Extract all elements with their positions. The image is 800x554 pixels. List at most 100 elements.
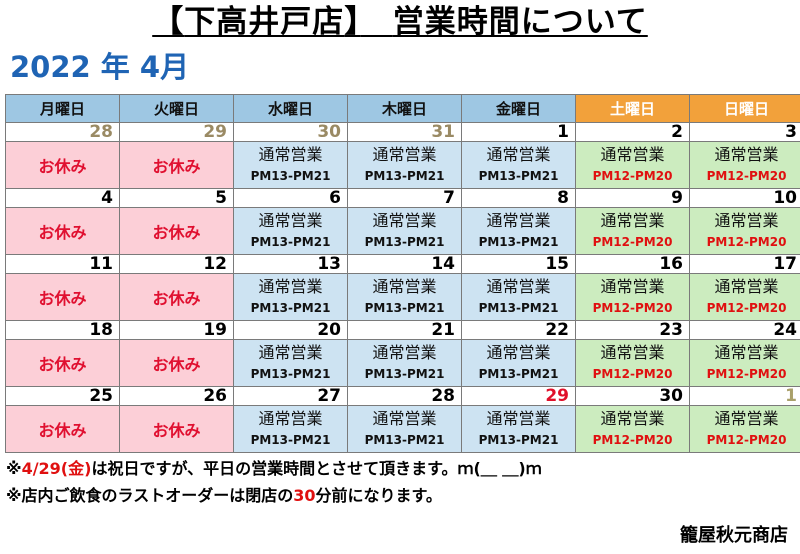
hours-label: PM13-PM21: [478, 433, 559, 447]
hours-label: PM12-PM20: [592, 433, 673, 447]
hours-label: PM12-PM20: [706, 169, 787, 183]
date-number-tuesday: 19: [119, 320, 234, 340]
date-number-wednesday: 30: [233, 122, 348, 142]
closed-cell: お休み: [119, 141, 234, 189]
closed-cell: お休み: [5, 405, 120, 453]
weekend-hours-cell: 通常営業 PM12-PM20: [689, 339, 800, 387]
title-subject: 営業時間について: [392, 4, 648, 40]
weekday-hours-cell: 通常営業 PM13-PM21: [461, 273, 576, 321]
date-number-monday: 28: [5, 122, 120, 142]
hours-label: PM13-PM21: [250, 235, 331, 249]
hours-label: PM13-PM21: [250, 433, 331, 447]
date-row: 18 19 20 21 22 23 24: [5, 320, 800, 340]
date-number-sunday: 3: [689, 122, 800, 142]
service-label: 通常営業: [714, 343, 779, 362]
closed-cell: お休み: [119, 207, 234, 255]
page-title: 【下高井戸店】 営業時間について: [152, 4, 648, 40]
hours-label: PM13-PM21: [364, 367, 445, 381]
weekend-hours-cell: 通常営業 PM12-PM20: [575, 405, 690, 453]
weekday-hours-cell: 通常営業 PM13-PM21: [347, 273, 462, 321]
service-label: 通常営業: [258, 343, 323, 362]
date-number-wednesday: 20: [233, 320, 348, 340]
hours-label: PM12-PM20: [706, 367, 787, 381]
service-label: 通常営業: [258, 211, 323, 230]
calendar-table: 月曜日 火曜日 水曜日 木曜日 金曜日 土曜日 日曜日 28 29 30 31 1 2 3 お…: [5, 94, 800, 453]
date-number-thursday: 21: [347, 320, 462, 340]
hours-label: PM12-PM20: [592, 301, 673, 315]
date-number-saturday: 30: [575, 386, 690, 406]
closed-cell: お休み: [5, 273, 120, 321]
weekday-hours-cell: 通常営業 PM13-PM21: [461, 405, 576, 453]
hours-label: PM12-PM20: [706, 301, 787, 315]
header-sunday: 日曜日: [689, 94, 800, 123]
header-monday: 月曜日: [5, 94, 120, 123]
date-number-monday: 11: [5, 254, 120, 274]
note-holiday-date: 4/29(金): [21, 459, 92, 478]
title-store-name: 下高井戸店: [184, 4, 345, 40]
date-number-wednesday: 27: [233, 386, 348, 406]
weekend-hours-cell: 通常営業 PM12-PM20: [689, 207, 800, 255]
service-label: 通常営業: [258, 145, 323, 164]
weekday-hours-cell: 通常営業 PM13-PM21: [347, 207, 462, 255]
closed-cell: お休み: [119, 339, 234, 387]
date-number-wednesday: 13: [233, 254, 348, 274]
date-number-sunday: 1: [689, 386, 800, 406]
header-tuesday: 火曜日: [119, 94, 234, 123]
service-label: 通常営業: [258, 277, 323, 296]
service-label: 通常営業: [372, 343, 437, 362]
weekday-hours-cell: 通常営業 PM13-PM21: [461, 141, 576, 189]
service-label: 通常営業: [714, 277, 779, 296]
date-number-sunday: 10: [689, 188, 800, 208]
weekday-hours-cell: 通常営業 PM13-PM21: [347, 339, 462, 387]
hours-label: PM12-PM20: [592, 235, 673, 249]
hours-label: PM13-PM21: [364, 433, 445, 447]
schedule-row: お休み お休み 通常営業 PM13-PM21 通常営業 PM13-PM21 通常営業 PM13…: [5, 141, 800, 189]
weekday-hours-cell: 通常営業 PM13-PM21: [233, 141, 348, 189]
weekend-hours-cell: 通常営業 PM12-PM20: [575, 141, 690, 189]
date-number-thursday: 28: [347, 386, 462, 406]
service-label: 通常営業: [714, 145, 779, 164]
weekend-hours-cell: 通常営業 PM12-PM20: [689, 273, 800, 321]
service-label: 通常営業: [486, 277, 551, 296]
weekend-hours-cell: 通常営業 PM12-PM20: [575, 339, 690, 387]
closed-cell: お休み: [5, 207, 120, 255]
note-minutes: 30: [293, 486, 316, 505]
hours-label: PM13-PM21: [478, 169, 559, 183]
weekday-hours-cell: 通常営業 PM13-PM21: [233, 339, 348, 387]
schedule-row: お休み お休み 通常営業 PM13-PM21 通常営業 PM13-PM21 通常営業 PM13…: [5, 405, 800, 453]
service-label: 通常営業: [372, 277, 437, 296]
hours-label: PM13-PM21: [364, 301, 445, 315]
date-row: 28 29 30 31 1 2 3: [5, 122, 800, 142]
hours-label: PM12-PM20: [592, 367, 673, 381]
date-number-tuesday: 12: [119, 254, 234, 274]
service-label: 通常営業: [486, 211, 551, 230]
schedule-row: お休み お休み 通常営業 PM13-PM21 通常営業 PM13-PM21 通常営業 PM13…: [5, 339, 800, 387]
store-name: 籠屋秋元商店: [680, 525, 788, 546]
hours-label: PM13-PM21: [478, 301, 559, 315]
service-label: 通常営業: [714, 211, 779, 230]
weekday-hours-cell: 通常営業 PM13-PM21: [233, 273, 348, 321]
month-label: 2022 年 4月: [10, 50, 190, 84]
hours-label: PM13-PM21: [364, 235, 445, 249]
date-number-sunday: 24: [689, 320, 800, 340]
weekend-hours-cell: 通常営業 PM12-PM20: [689, 405, 800, 453]
date-number-friday: 29: [461, 386, 576, 406]
date-row: 25 26 27 28 29 30 1: [5, 386, 800, 406]
date-number-saturday: 9: [575, 188, 690, 208]
closed-cell: お休み: [5, 339, 120, 387]
closed-cell: お休み: [119, 405, 234, 453]
weekend-hours-cell: 通常営業 PM12-PM20: [575, 207, 690, 255]
schedule-row: お休み お休み 通常営業 PM13-PM21 通常営業 PM13-PM21 通常営業 PM13…: [5, 207, 800, 255]
date-number-tuesday: 29: [119, 122, 234, 142]
weekday-hours-cell: 通常営業 PM13-PM21: [233, 405, 348, 453]
date-row: 4 5 6 7 8 9 10: [5, 188, 800, 208]
date-number-wednesday: 6: [233, 188, 348, 208]
weekday-hours-cell: 通常営業 PM13-PM21: [461, 339, 576, 387]
date-number-monday: 25: [5, 386, 120, 406]
service-label: 通常営業: [372, 145, 437, 164]
calendar-header-row: 月曜日 火曜日 水曜日 木曜日 金曜日 土曜日 日曜日: [5, 94, 800, 123]
service-label: 通常営業: [486, 343, 551, 362]
service-label: 通常営業: [714, 409, 779, 428]
closed-cell: お休み: [5, 141, 120, 189]
weekday-hours-cell: 通常営業 PM13-PM21: [233, 207, 348, 255]
